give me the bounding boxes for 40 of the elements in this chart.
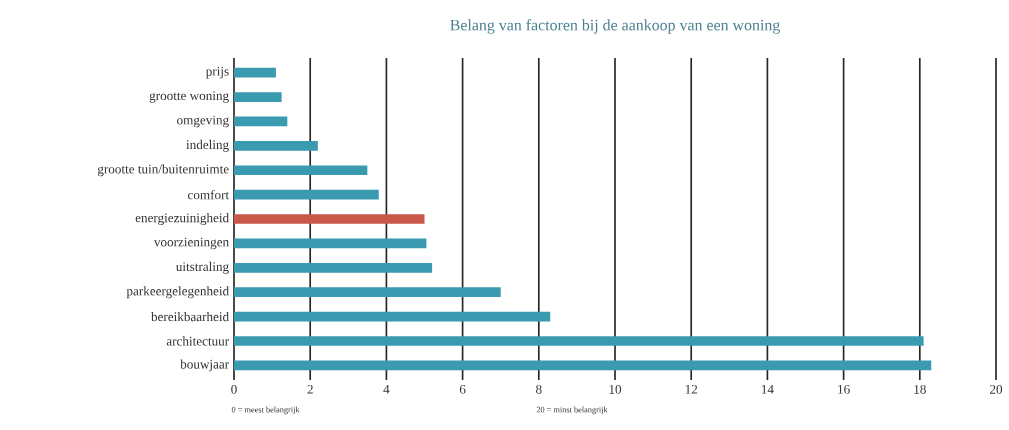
y-tick-label: omgeving bbox=[177, 115, 229, 128]
x-tick-label: 2 bbox=[307, 384, 313, 394]
x-tick-label: 6 bbox=[459, 384, 466, 394]
x-tick-label: 10 bbox=[609, 384, 622, 394]
text: 0 = meest belangrijk bbox=[231, 406, 300, 415]
x-tick-label: 14 bbox=[761, 384, 774, 394]
bar bbox=[234, 67, 276, 78]
y-tick-label: indeling bbox=[186, 139, 229, 152]
bar bbox=[234, 336, 924, 346]
bar bbox=[234, 165, 368, 176]
bar bbox=[234, 214, 425, 224]
bar bbox=[234, 287, 501, 298]
chart-title: Belang van factoren bij de aankoop van een woning bbox=[450, 19, 780, 34]
x-tick-label: 16 bbox=[838, 384, 850, 394]
x-tick-label: 18 bbox=[914, 384, 926, 394]
bar bbox=[234, 262, 433, 273]
x-tick-label: 20 bbox=[990, 384, 1003, 394]
text: 20 = minst belangrijk bbox=[536, 406, 608, 415]
y-tick-label: grootte woning bbox=[149, 91, 229, 103]
bar bbox=[234, 92, 282, 102]
x-tick-label: 8 bbox=[536, 384, 542, 394]
x-tick-label: 0 bbox=[231, 384, 237, 394]
bar bbox=[234, 311, 551, 322]
bar bbox=[234, 140, 318, 151]
bar bbox=[234, 238, 427, 249]
y-tick-label: uitstraling bbox=[175, 261, 229, 274]
y-tick-label: comfort bbox=[188, 189, 230, 200]
y-tick-label: energiezuinigheid bbox=[135, 213, 229, 225]
y-tick-label: bereikbaarheid bbox=[151, 311, 229, 322]
bar bbox=[234, 189, 379, 200]
y-tick-label: architectuur bbox=[166, 336, 229, 346]
x-tick-label: 12 bbox=[685, 384, 698, 394]
y-tick-label: grootte tuin/buitenruimte bbox=[97, 164, 229, 177]
bar bbox=[234, 116, 288, 127]
y-tick-label: bouwjaar bbox=[180, 359, 229, 372]
bar bbox=[234, 360, 932, 371]
x-tick-label: 4 bbox=[383, 384, 390, 394]
y-tick-label: prijs bbox=[205, 66, 229, 79]
y-tick-label: voorzieningen bbox=[153, 237, 229, 250]
y-tick-label: parkeergelegenheid bbox=[126, 286, 229, 299]
